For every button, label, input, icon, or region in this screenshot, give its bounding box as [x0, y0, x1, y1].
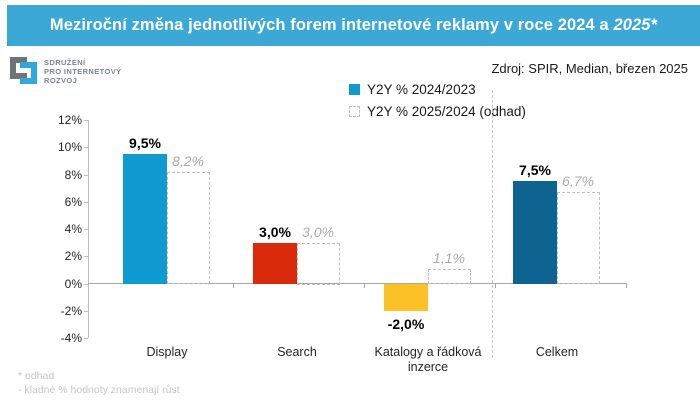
- bar-value-label: 1,1%: [433, 249, 465, 266]
- y-tick-label: 12%: [57, 113, 82, 127]
- legend-label-2025: Y2Y % 2025/2024 (odhad): [367, 104, 526, 119]
- source-note: Zdroj: SPIR, Median, březen 2025: [491, 61, 688, 76]
- x-tick-mark: [626, 283, 627, 288]
- category-label: Display: [146, 345, 188, 359]
- y-tick-mark: [84, 147, 88, 148]
- legend-label-2024: Y2Y % 2024/2023: [367, 82, 476, 97]
- bar-solid-katalogy-a-dkov-inzerce: [384, 283, 428, 311]
- page-title: Meziroční změna jednotlivých forem inter…: [50, 16, 657, 35]
- category-label: Celkem: [535, 345, 579, 359]
- spir-logo: SDRUŽENÍ PRO INTERNETOVÝ ROZVOJ: [10, 57, 122, 85]
- bar-value-label: 6,7%: [562, 173, 594, 190]
- y-tick-label: 10%: [57, 140, 82, 155]
- y-tick-mark: [84, 229, 88, 230]
- footnotes: * odhad - kladné % hodnoty znamenají růs…: [18, 369, 180, 397]
- logo-line-3: ROZVOJ: [44, 76, 78, 85]
- bar-dashed-search: [297, 242, 340, 285]
- bar-value-label: 9,5%: [129, 135, 161, 152]
- y-tick-mark: [84, 202, 88, 203]
- y-tick-mark: [84, 256, 88, 257]
- bar-dashed-celkem: [557, 192, 600, 285]
- legend-swatch-solid-icon: [349, 84, 360, 95]
- spir-logo-icon: [10, 57, 37, 84]
- y-tick-mark: [84, 338, 88, 339]
- y-tick-label: 2%: [64, 249, 82, 264]
- y-tick-mark: [84, 175, 88, 176]
- y-tick-label: 4%: [64, 222, 82, 236]
- bar-dashed-display: [167, 171, 210, 285]
- x-tick-mark: [495, 283, 496, 288]
- spir-logo-text: SDRUŽENÍ PRO INTERNETOVÝ ROZVOJ: [44, 57, 122, 85]
- y-tick-mark: [84, 120, 88, 121]
- bar-value-label: 3,0%: [259, 223, 291, 240]
- category-label: Search: [277, 345, 317, 359]
- y-tick-label: -4%: [60, 331, 82, 345]
- y-axis-line: [88, 120, 89, 338]
- bar-dashed-katalogy-a-dkov-inzerce: [428, 268, 471, 285]
- page-title-year: 2025*: [613, 16, 658, 34]
- y-tick-mark: [84, 311, 88, 312]
- bar-solid-display: [123, 154, 167, 284]
- category-label: Katalogy a řádková inzerce: [374, 345, 482, 374]
- bar-solid-search: [253, 242, 297, 284]
- x-tick-mark: [233, 283, 234, 288]
- x-tick-mark: [364, 283, 365, 288]
- legend-item-2025: Y2Y % 2025/2024 (odhad): [349, 104, 526, 119]
- logo-line-1: SDRUŽENÍ: [44, 58, 86, 67]
- footnote-kladne: - kladné % hodnoty znamenají růst: [18, 384, 180, 396]
- bar-value-label: 8,2%: [172, 152, 204, 169]
- logo-line-2: PRO INTERNETOVÝ: [44, 67, 122, 76]
- y-tick-label: 0%: [64, 276, 82, 291]
- zero-line: [88, 283, 626, 284]
- bar-solid-celkem: [513, 181, 557, 284]
- legend: Y2Y % 2024/2023 Y2Y % 2025/2024 (odhad): [349, 82, 526, 119]
- legend-swatch-dashed-icon: [349, 106, 360, 117]
- y-tick-mark: [84, 284, 88, 285]
- bar-value-label: -2,0%: [387, 315, 425, 332]
- celkem-separator-line: [492, 90, 493, 358]
- footnote-odhad: * odhad: [18, 370, 55, 382]
- page-title-main: Meziroční změna jednotlivých forem inter…: [49, 16, 614, 34]
- bar-value-label: 3,0%: [302, 223, 334, 240]
- y-tick-label: -2%: [60, 303, 82, 318]
- y-tick-label: 8%: [64, 167, 82, 182]
- y-tick-label: 6%: [64, 194, 82, 209]
- legend-item-2024: Y2Y % 2024/2023: [349, 82, 526, 97]
- title-banner: Meziroční změna jednotlivých forem inter…: [7, 5, 700, 46]
- bar-value-label: 7,5%: [519, 162, 551, 179]
